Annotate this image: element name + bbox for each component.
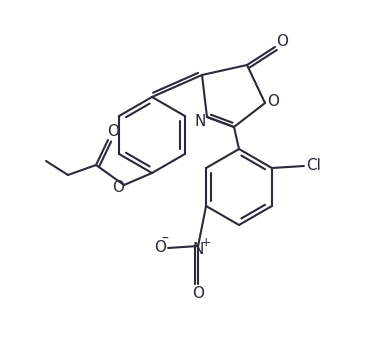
Text: O: O (267, 94, 279, 108)
Text: N: N (194, 114, 206, 129)
Text: –: – (162, 232, 168, 246)
Text: O: O (154, 240, 166, 255)
Text: Cl: Cl (306, 158, 321, 173)
Text: O: O (112, 180, 124, 194)
Text: +: + (201, 236, 211, 249)
Text: O: O (192, 286, 204, 301)
Text: O: O (276, 34, 288, 49)
Text: N: N (192, 242, 204, 257)
Text: O: O (107, 124, 119, 139)
